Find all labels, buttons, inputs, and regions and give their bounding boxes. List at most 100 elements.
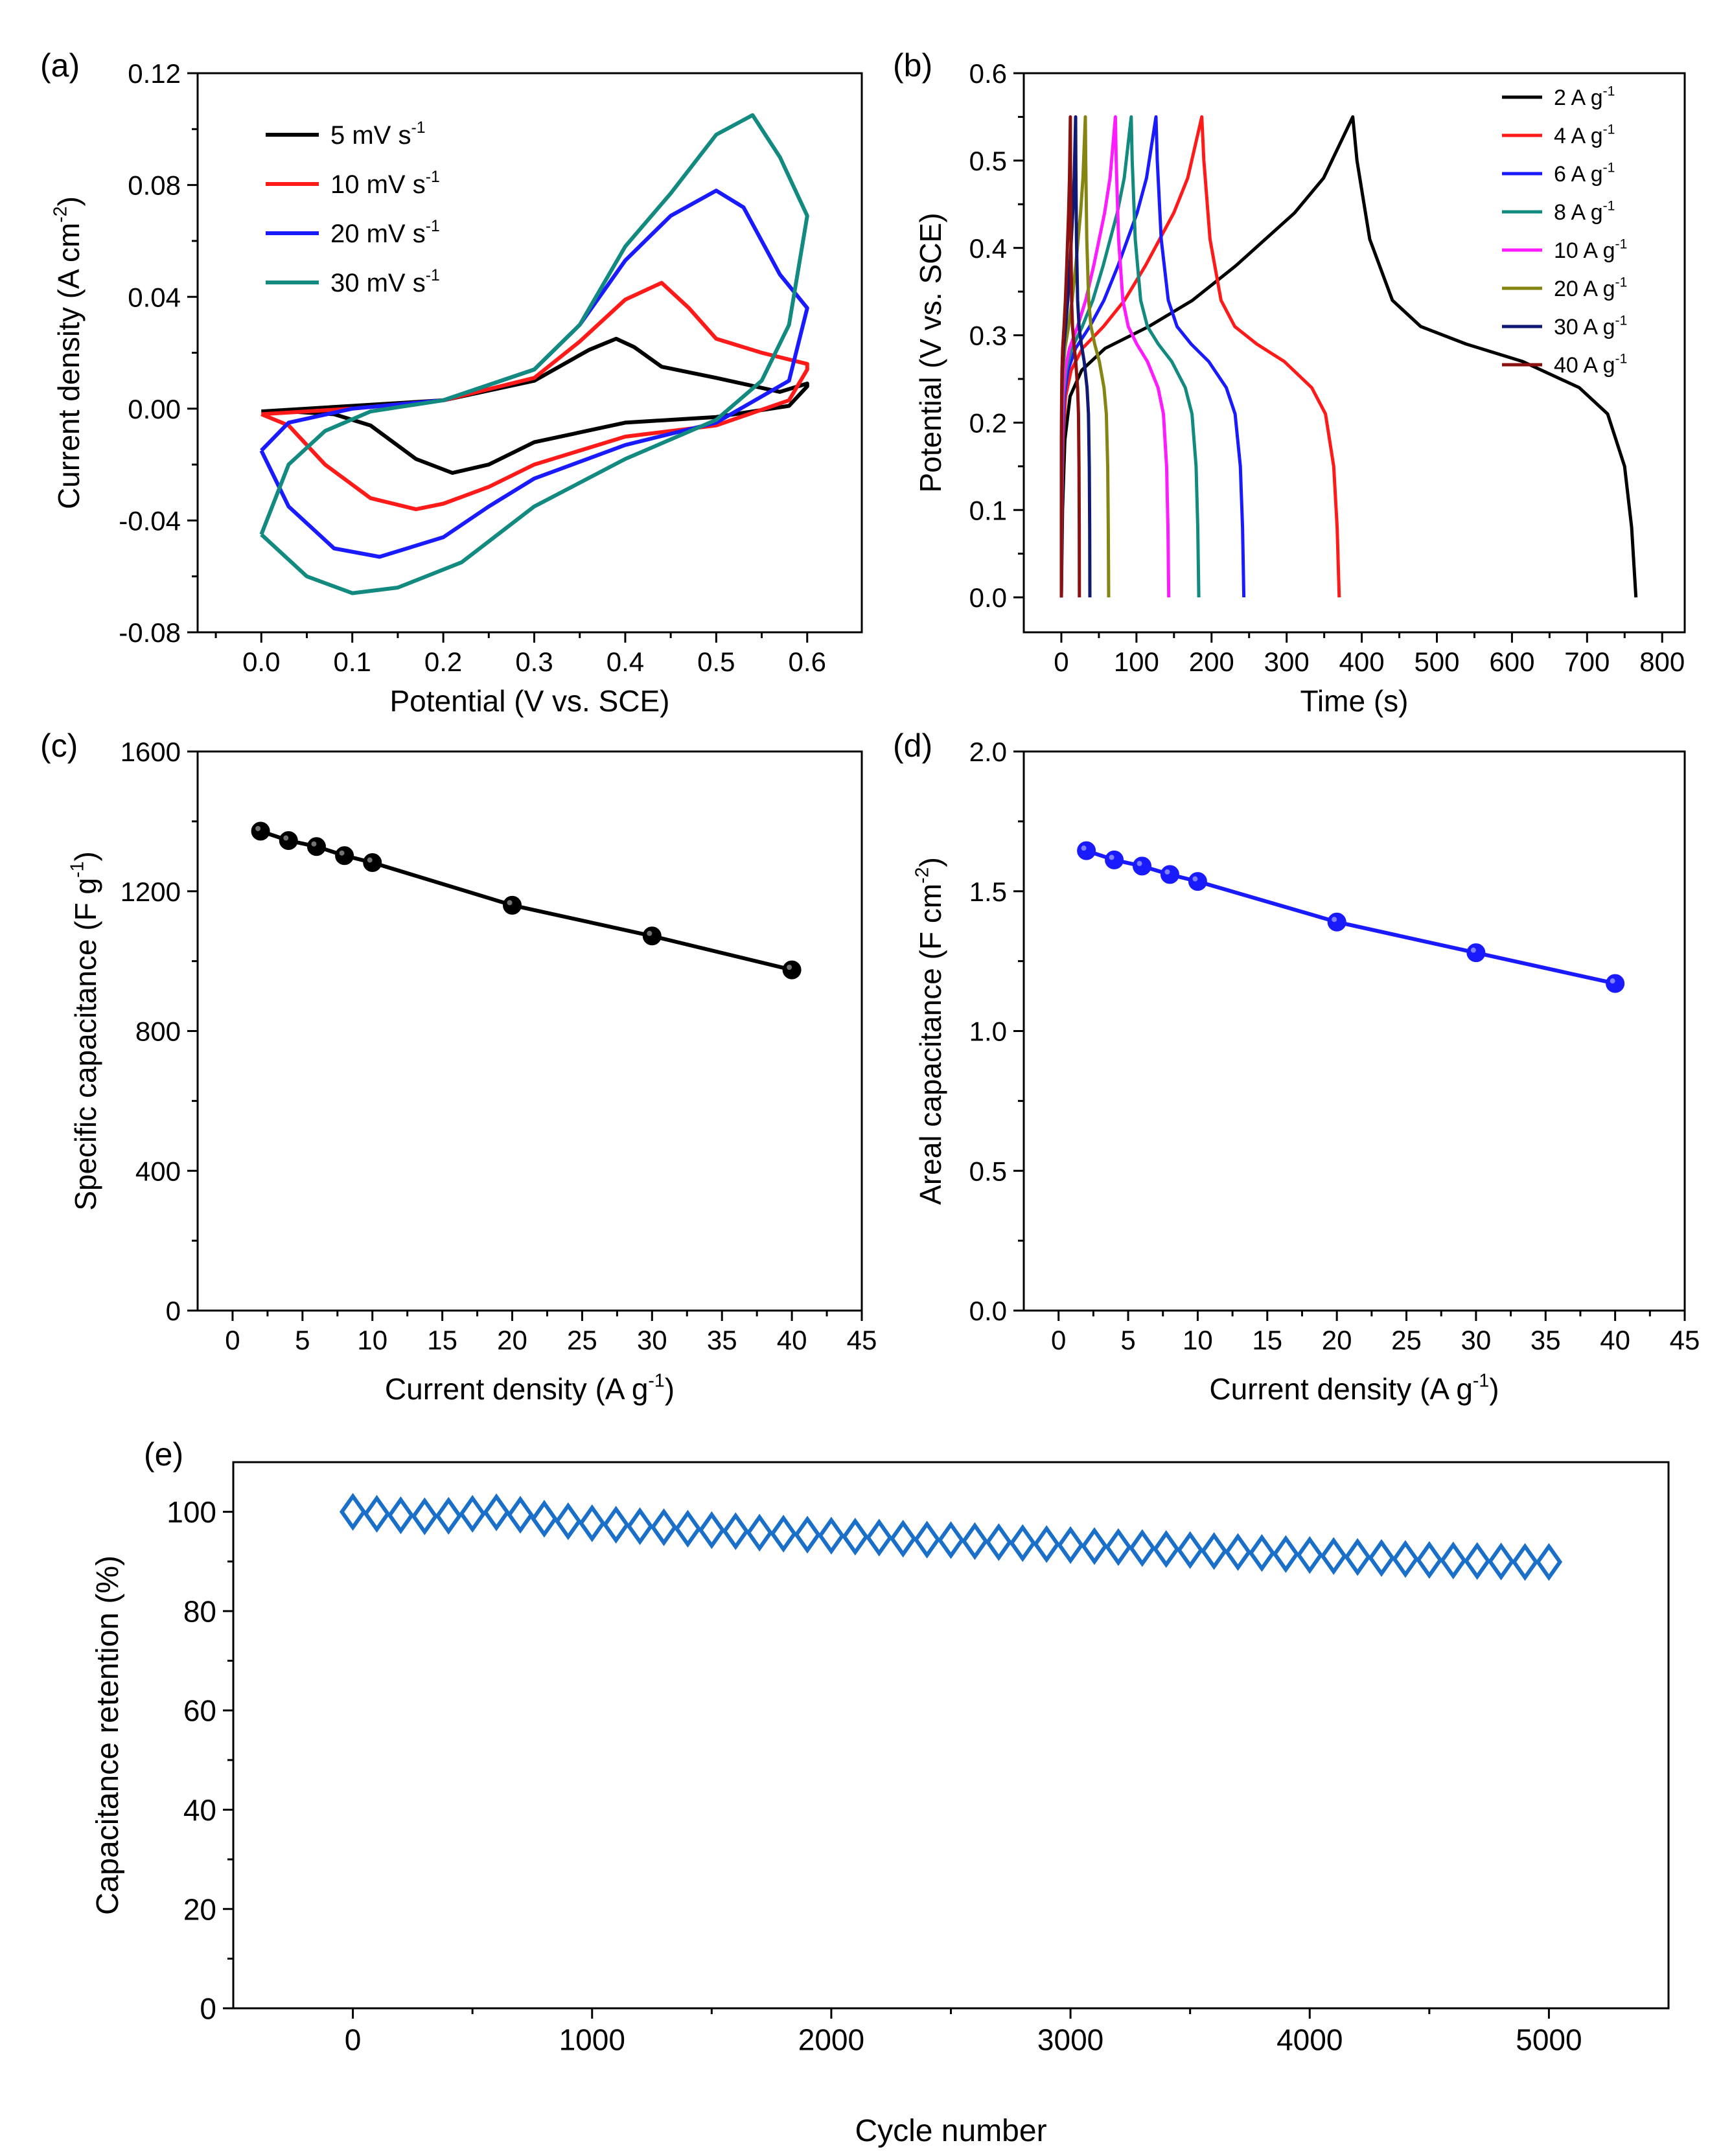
legend-label: 40 A g-1 xyxy=(1554,352,1627,378)
plot-frame xyxy=(1022,72,1686,634)
y-tick-label: 800 xyxy=(135,1016,181,1047)
data-point-highlight xyxy=(647,930,653,936)
x-tick-label: 200 xyxy=(1189,647,1234,677)
legend-label: 8 A g-1 xyxy=(1554,199,1615,225)
y-tick-label: 1600 xyxy=(121,737,181,767)
x-axis-label: Potential (V vs. SCE) xyxy=(389,684,669,718)
legend-label: 10 A g-1 xyxy=(1554,237,1627,263)
y-axis-label: Areal capacitance (F cm-2) xyxy=(912,857,947,1205)
legend-label: 20 A g-1 xyxy=(1554,275,1627,301)
x-tick-label: 45 xyxy=(847,1325,877,1355)
panel-label: (b) xyxy=(893,47,932,84)
y-tick-label: 0.00 xyxy=(128,394,181,424)
data-point xyxy=(1009,1524,1036,1563)
y-tick-label: 0.5 xyxy=(969,146,1007,176)
panel-d: 0 5 10 15 20 25 30 35 40 45 0.0 0.5 1.0 1.5 2.0 (d) Curr… xyxy=(893,728,1700,1406)
data-point xyxy=(1487,1542,1515,1581)
y-tick-label: 0 xyxy=(166,1296,181,1326)
data-point xyxy=(579,1504,606,1542)
x-tick-label: 40 xyxy=(1600,1325,1630,1355)
x-tick-label: 15 xyxy=(1252,1325,1282,1355)
data-point xyxy=(279,831,298,851)
x-axis-label: Cycle number xyxy=(855,2114,1046,2148)
data-point xyxy=(1511,1542,1539,1581)
data-point xyxy=(698,1511,726,1550)
data-point xyxy=(251,821,270,841)
x-tick-label: 0.3 xyxy=(515,647,553,677)
x-tick-label: 30 xyxy=(1461,1325,1492,1355)
data-point xyxy=(1105,1528,1132,1566)
y-axis-label: Current density (A cm-2) xyxy=(51,196,86,509)
data-point xyxy=(1224,1533,1252,1571)
x-tick-label: 0.0 xyxy=(242,647,280,677)
x-tick-label: 0 xyxy=(1054,647,1068,677)
data-point xyxy=(507,1496,534,1534)
data-point xyxy=(1105,850,1124,869)
data-point xyxy=(503,895,522,915)
x-tick-label: 4000 xyxy=(1276,2023,1343,2056)
data-point xyxy=(1057,1526,1084,1565)
legend-label: 4 A g-1 xyxy=(1554,122,1615,148)
data-point xyxy=(985,1523,1013,1561)
y-tick-label: 100 xyxy=(167,1495,216,1529)
panel-label: (d) xyxy=(893,728,932,764)
panel-label: (c) xyxy=(40,728,78,764)
y-axis-label: Specific capacitance (F g-1) xyxy=(67,851,102,1211)
data-point-highlight xyxy=(311,841,317,847)
data-point xyxy=(1200,1531,1228,1570)
x-tick-label: 35 xyxy=(1530,1325,1561,1355)
y-tick-label: 400 xyxy=(135,1156,181,1186)
data-point xyxy=(1077,841,1096,860)
data-point xyxy=(794,1515,821,1554)
x-tick-label: 10 xyxy=(357,1325,387,1355)
panel-label: (a) xyxy=(40,47,80,84)
data-point xyxy=(1296,1536,1323,1574)
series-line-4 xyxy=(259,113,809,595)
data-point-highlight xyxy=(1109,854,1115,860)
x-tick-label: 0 xyxy=(225,1325,240,1355)
y-tick-label: 0.5 xyxy=(969,1156,1007,1186)
x-tick-label: 0 xyxy=(345,2023,362,2056)
y-tick-label: 0.12 xyxy=(128,58,181,89)
series-line-5 xyxy=(1059,115,1171,598)
data-point xyxy=(1176,1531,1204,1569)
y-tick-label: 40 xyxy=(183,1793,216,1827)
x-tick-label: 3000 xyxy=(1037,2023,1103,2056)
data-point xyxy=(1327,912,1346,932)
x-tick-label: 800 xyxy=(1639,647,1685,677)
x-tick-label: 20 xyxy=(497,1325,527,1355)
data-point xyxy=(674,1509,702,1548)
data-point xyxy=(782,960,802,980)
y-axis-label: Capacitance retention (%) xyxy=(91,1555,125,1915)
x-axis-label: Current density (A g-1) xyxy=(385,1371,675,1406)
data-point xyxy=(889,1519,917,1558)
data-point xyxy=(937,1521,965,1559)
y-tick-label: 0.4 xyxy=(969,233,1007,264)
legend-label: 2 A g-1 xyxy=(1554,84,1615,110)
x-tick-label: 2000 xyxy=(798,2023,864,2056)
series-line-2 xyxy=(260,281,809,512)
x-tick-label: 10 xyxy=(1183,1325,1213,1355)
y-tick-label: 80 xyxy=(183,1594,216,1628)
data-point xyxy=(1248,1534,1276,1572)
data-point xyxy=(363,1495,391,1533)
x-tick-label: 0 xyxy=(1051,1325,1066,1355)
data-point xyxy=(650,1508,678,1546)
data-point xyxy=(306,837,326,856)
x-tick-label: 300 xyxy=(1264,647,1310,677)
series-line-8 xyxy=(1059,115,1081,598)
series-line-2 xyxy=(1059,115,1341,598)
data-point xyxy=(1416,1541,1443,1579)
y-tick-label: 0.1 xyxy=(969,495,1007,525)
x-tick-label: 0.5 xyxy=(697,647,735,677)
data-point xyxy=(722,1512,749,1550)
x-tick-label: 5000 xyxy=(1516,2023,1582,2056)
x-tick-label: 15 xyxy=(427,1325,457,1355)
data-point xyxy=(335,846,354,866)
data-point xyxy=(626,1507,654,1546)
y-tick-label: 0.3 xyxy=(969,321,1007,351)
x-tick-label: 45 xyxy=(1670,1325,1700,1355)
x-tick-label: 600 xyxy=(1489,647,1534,677)
y-tick-label: 0 xyxy=(200,1992,216,2026)
